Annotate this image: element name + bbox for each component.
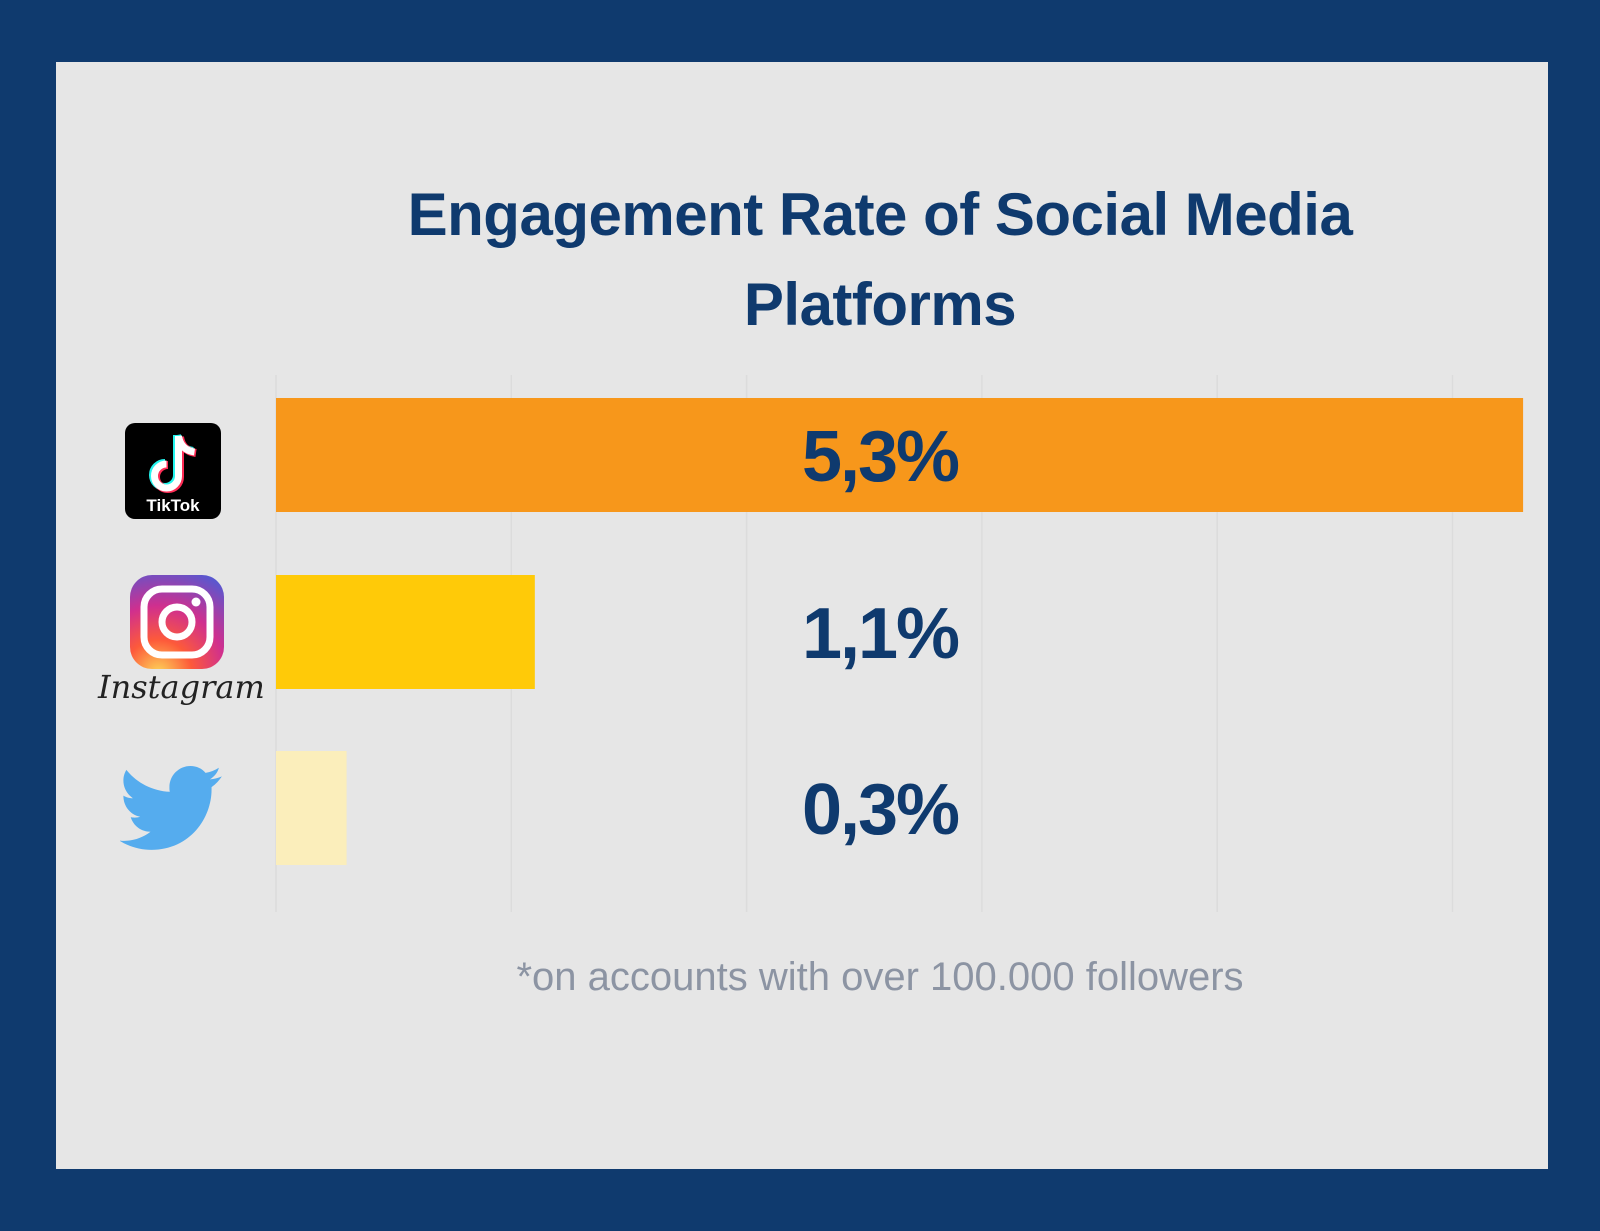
twitter-bird-icon — [120, 766, 222, 850]
svg-text:TikTok: TikTok — [146, 496, 200, 515]
instagram-logo-icon — [130, 575, 224, 669]
data-label: 1,1% — [802, 594, 959, 674]
chart-title: Engagement Rate of Social Media Platform… — [407, 181, 1353, 338]
instagram-wordmark: Instagram — [98, 668, 265, 706]
bar-instagram — [276, 575, 535, 689]
tiktok-logo-icon: TikTok — [125, 423, 221, 519]
chart-footnote: *on accounts with over 100.000 followers — [516, 955, 1244, 999]
data-label: 5,3% — [802, 417, 959, 497]
bar-twitter — [276, 751, 347, 865]
bar-tiktok — [276, 398, 1524, 512]
data-label: 0,3% — [802, 770, 959, 850]
